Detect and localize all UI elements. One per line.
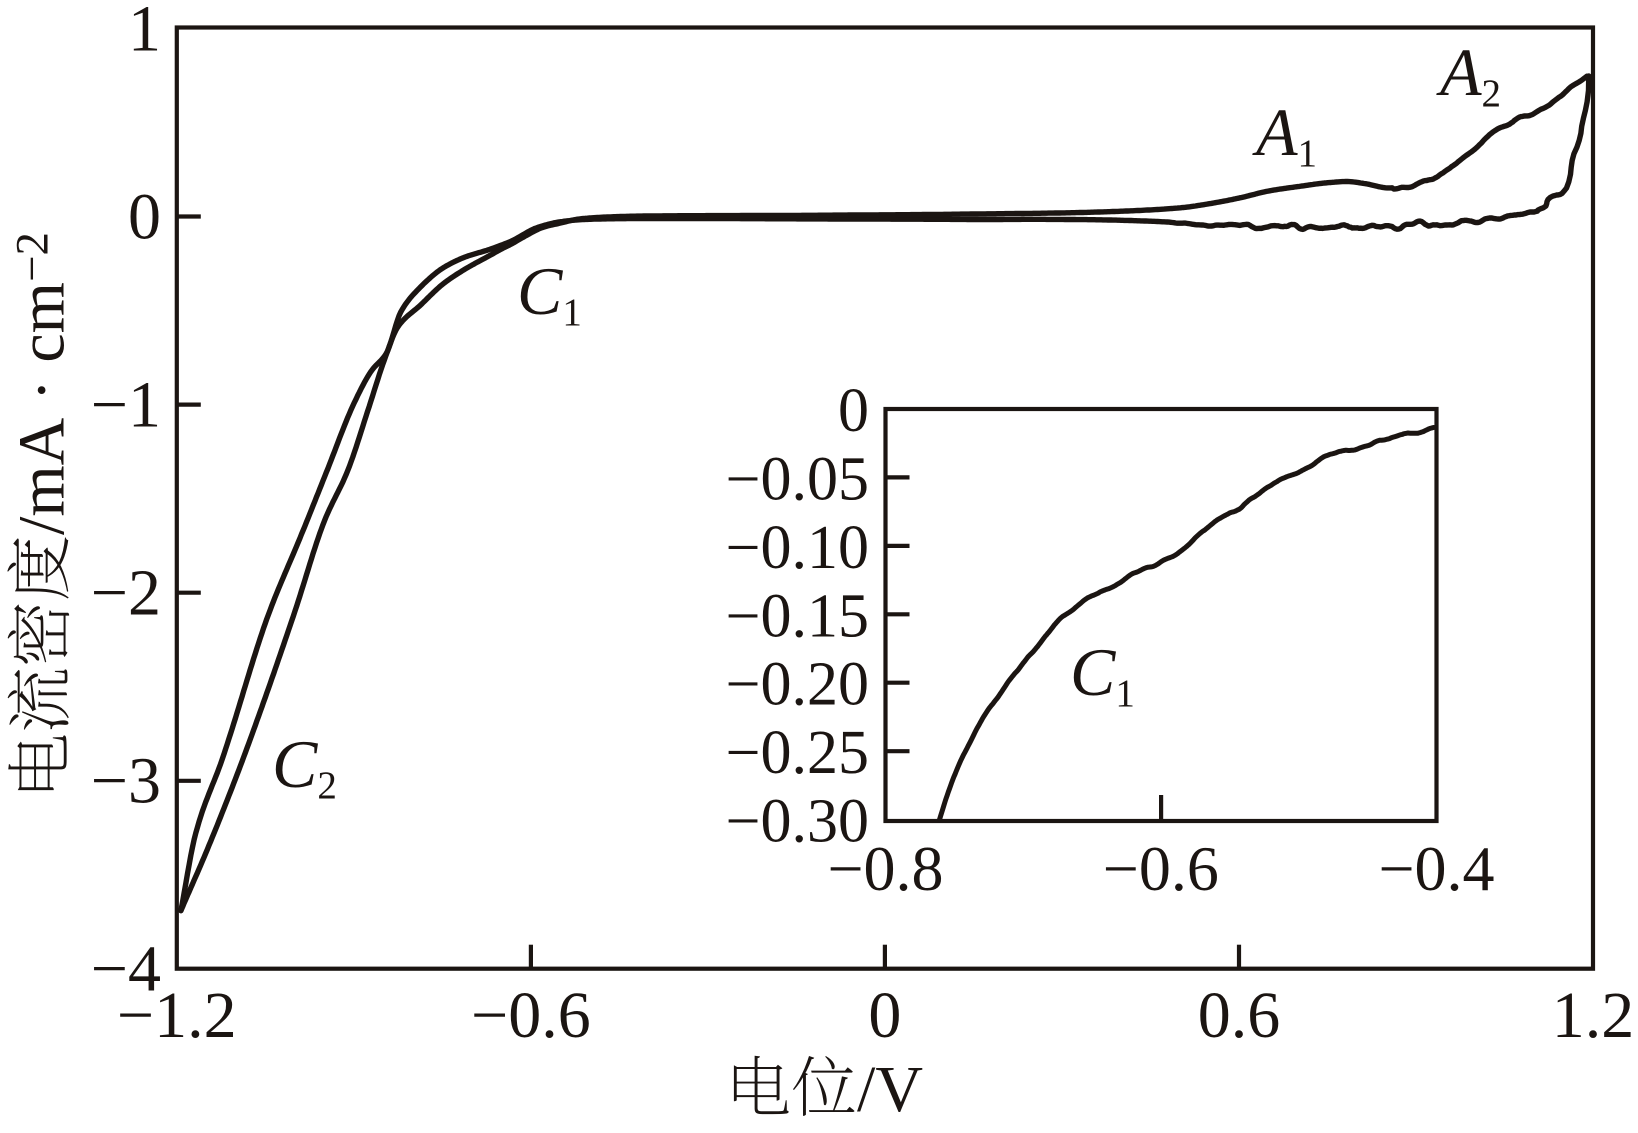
svg-text:−0.25: −0.25 <box>726 719 869 787</box>
svg-text:−1: −1 <box>91 369 161 442</box>
svg-text:0.6: 0.6 <box>1198 979 1281 1052</box>
svg-text:1: 1 <box>128 0 161 66</box>
svg-text:−2: −2 <box>91 557 161 630</box>
svg-text:−0.8: −0.8 <box>827 833 943 904</box>
svg-text:−1.2: −1.2 <box>117 979 237 1052</box>
svg-text:−0.6: −0.6 <box>1103 833 1219 904</box>
svg-text:−0.15: −0.15 <box>726 582 869 650</box>
svg-text:0: 0 <box>838 377 869 445</box>
svg-text:−0.4: −0.4 <box>1378 833 1494 904</box>
svg-text:/V: /V <box>857 1053 923 1126</box>
svg-text:1.2: 1.2 <box>1552 979 1635 1052</box>
svg-text:−0.05: −0.05 <box>726 445 869 513</box>
svg-text:/mA · cm−2: /mA · cm−2 <box>6 232 79 535</box>
svg-text:0: 0 <box>868 979 901 1052</box>
svg-text:−4: −4 <box>91 933 161 1006</box>
svg-text:−0.30: −0.30 <box>726 788 869 856</box>
svg-text:−0.6: −0.6 <box>471 979 591 1052</box>
svg-text:−3: −3 <box>91 745 161 818</box>
svg-text:−0.20: −0.20 <box>726 651 869 719</box>
svg-text:−0.10: −0.10 <box>726 514 869 582</box>
svg-text:0: 0 <box>128 181 161 254</box>
